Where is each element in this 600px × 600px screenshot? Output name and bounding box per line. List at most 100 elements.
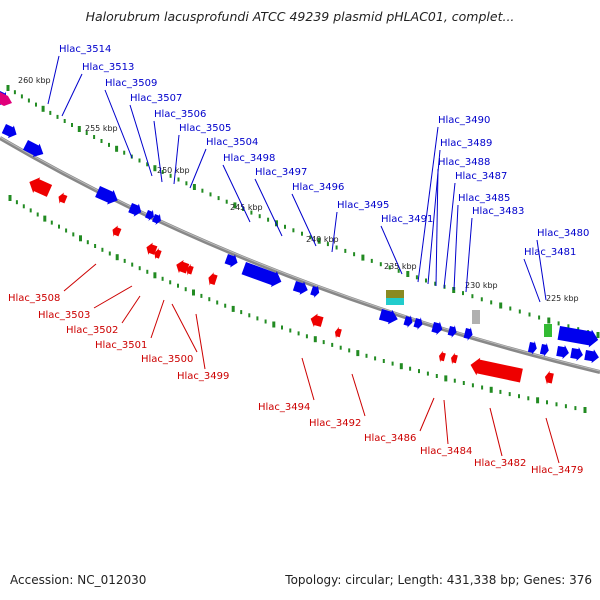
tick-mark [418,369,420,374]
tick-mark [281,325,283,330]
tick-mark [231,305,235,312]
forward-gene-arrow [152,213,161,225]
leader-line [536,239,547,301]
tick-mark [94,244,97,248]
forward-gene-arrow [403,315,413,328]
tick-mark [138,158,141,163]
tick-mark [538,315,541,320]
tick-mark [399,363,403,370]
tick-mark [462,291,464,296]
leader-line [121,295,141,324]
tick-mark [453,378,456,383]
tick-mark [305,334,308,339]
tick-mark [77,126,81,132]
tick-mark [208,297,211,302]
accession-text: Accession: NC_012030 [10,573,147,587]
tick-mark [564,404,567,409]
tick-mark [322,340,325,345]
tick-mark [123,150,126,155]
tick-label: 240 kbp [306,235,339,244]
gene-label-reverse: Hlac_3494 [258,402,310,413]
gene-label-forward: Hlac_3491 [381,214,433,225]
forward-gene-arrow [292,281,308,295]
tick-mark [161,170,164,174]
leader-line [331,211,338,253]
tick-mark [374,356,377,361]
leader-line [417,126,439,283]
backbone-track [0,136,600,374]
tick-label: 255 kbp [85,124,118,133]
gene-label-forward: Hlac_3490 [438,115,490,126]
leader-line [443,399,449,445]
tick-mark [462,381,465,385]
leader-line [453,204,459,291]
rna-feature-marker [0,92,12,106]
tick-mark [100,139,103,143]
tick-mark [177,283,179,288]
tick-mark [536,397,540,404]
reverse-gene-arrow [186,263,194,276]
gene-label-forward: Hlac_3483 [472,206,524,217]
tick-mark [240,310,243,315]
tick-mark [509,306,512,311]
tick-mark [27,98,30,103]
tick-label: 260 kbp [18,76,51,85]
leader-line [171,303,198,353]
topology-summary: Topology: circular; Length: 431,338 bp; … [285,573,592,587]
forward-gene-arrow [95,186,118,205]
tick-mark [309,235,312,240]
tick-mark [527,396,530,401]
tick-mark [528,312,531,317]
leader-line [254,178,283,237]
leader-line [150,299,165,339]
leader-line [104,89,133,159]
tick-mark [115,145,119,152]
gene-label-forward: Hlac_3504 [206,137,258,148]
gene-label-reverse: Hlac_3503 [38,310,90,321]
tick-mark [272,321,276,328]
tick-mark [353,252,356,257]
tick-mark [101,247,104,252]
tick-mark [267,217,270,222]
tick-label: 250 kbp [157,166,190,175]
tick-mark [115,254,119,261]
leader-line [63,263,97,292]
gene-features [0,91,599,385]
gene-label-forward: Hlac_3509 [105,78,157,89]
tick-mark [49,110,52,115]
forward-gene-arrow [378,309,398,325]
tick-mark [557,321,560,326]
tick-mark [313,336,317,343]
gene-label-forward: Hlac_3513 [82,62,134,73]
tick-mark [425,278,427,283]
tick-mark [200,293,203,298]
tick-mark [43,215,47,222]
tick-mark [301,231,303,236]
tick-mark [131,262,134,267]
tick-mark [8,195,12,201]
tick-mark [58,224,60,229]
tick-mark [177,177,180,182]
leader-line [523,258,541,303]
reverse-gene-arrow [451,352,458,365]
tick-mark [250,210,253,215]
gene-label-reverse: Hlac_3484 [420,446,472,457]
pseudogene-marker [472,310,480,324]
leader-line [222,164,251,223]
tick-mark [331,342,334,347]
gene-label-reverse: Hlac_3501 [95,340,147,351]
gene-label-reverse: Hlac_3486 [364,433,416,444]
gene-label-forward: Hlac_3489 [440,138,492,149]
tick-mark [289,328,292,333]
gene-label-reverse: Hlac_3499 [177,371,229,382]
tick-mark [348,348,351,353]
forward-gene-arrow [224,254,238,268]
leader-line [419,397,435,432]
tick-mark [518,309,521,314]
forward-gene-arrow [584,349,599,364]
tick-mark [201,188,204,193]
leader-line [351,373,366,417]
forward-gene-arrow [556,345,569,359]
gene-label-reverse: Hlac_3482 [474,458,526,469]
tick-mark [209,192,212,197]
